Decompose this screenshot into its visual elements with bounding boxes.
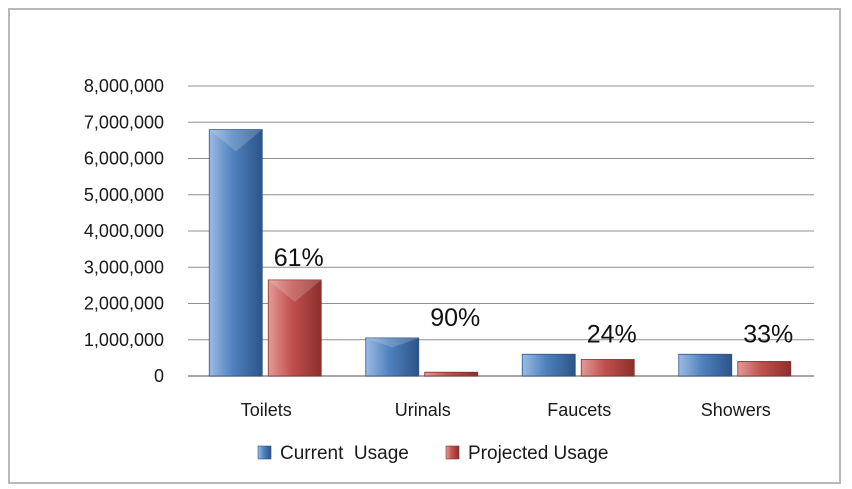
- y-tick-label: 5,000,000: [84, 185, 164, 205]
- percent-annotations: 61% 90% 24% 33%: [274, 244, 794, 348]
- percent-label-toilets: 61%: [274, 244, 324, 272]
- bar-toilets-current: [208, 129, 263, 377]
- y-axis-tick-labels: 0 1,000,000 2,000,000 3,000,000 4,000,000 5,0…: [84, 76, 164, 386]
- category-label-showers: Showers: [701, 400, 771, 420]
- legend-swatch: [445, 445, 460, 460]
- y-tick-label: 6,000,000: [84, 149, 164, 169]
- legend-item-current: Current Usage: [257, 443, 409, 464]
- legend-item-projected: Projected Usage: [445, 443, 608, 464]
- category-label-faucets: Faucets: [547, 400, 611, 420]
- y-tick-label: 0: [154, 366, 164, 386]
- category-label-urinals: Urinals: [395, 400, 451, 420]
- y-tick-label: 3,000,000: [84, 257, 164, 277]
- legend: Current Usage Projected Usage: [257, 443, 608, 464]
- legend-label: Projected Usage: [468, 443, 608, 464]
- legend-label: Current Usage: [280, 443, 409, 464]
- percent-label-showers: 33%: [743, 320, 793, 348]
- bar-urinals-current: [365, 337, 420, 377]
- bar-faucets-current: [521, 353, 576, 377]
- percent-label-faucets: 24%: [587, 320, 637, 348]
- y-tick-label: 8,000,000: [84, 76, 164, 96]
- chart-frame: [8, 8, 841, 484]
- bars: [208, 129, 792, 377]
- bar-urinals-projected: [424, 371, 479, 377]
- bar-faucets-projected: [580, 359, 635, 377]
- bar-toilets-projected: [267, 279, 322, 377]
- x-axis-category-labels: Toilets Urinals Faucets Showers: [241, 400, 771, 420]
- percent-label-urinals: 90%: [430, 304, 480, 332]
- y-tick-label: 2,000,000: [84, 294, 164, 314]
- y-tick-label: 1,000,000: [84, 330, 164, 350]
- legend-swatch: [257, 445, 272, 460]
- y-tick-label: 7,000,000: [84, 112, 164, 132]
- y-tick-label: 4,000,000: [84, 221, 164, 241]
- bar-showers-projected: [737, 361, 792, 377]
- category-label-toilets: Toilets: [241, 400, 292, 420]
- bar-showers-current: [678, 353, 733, 377]
